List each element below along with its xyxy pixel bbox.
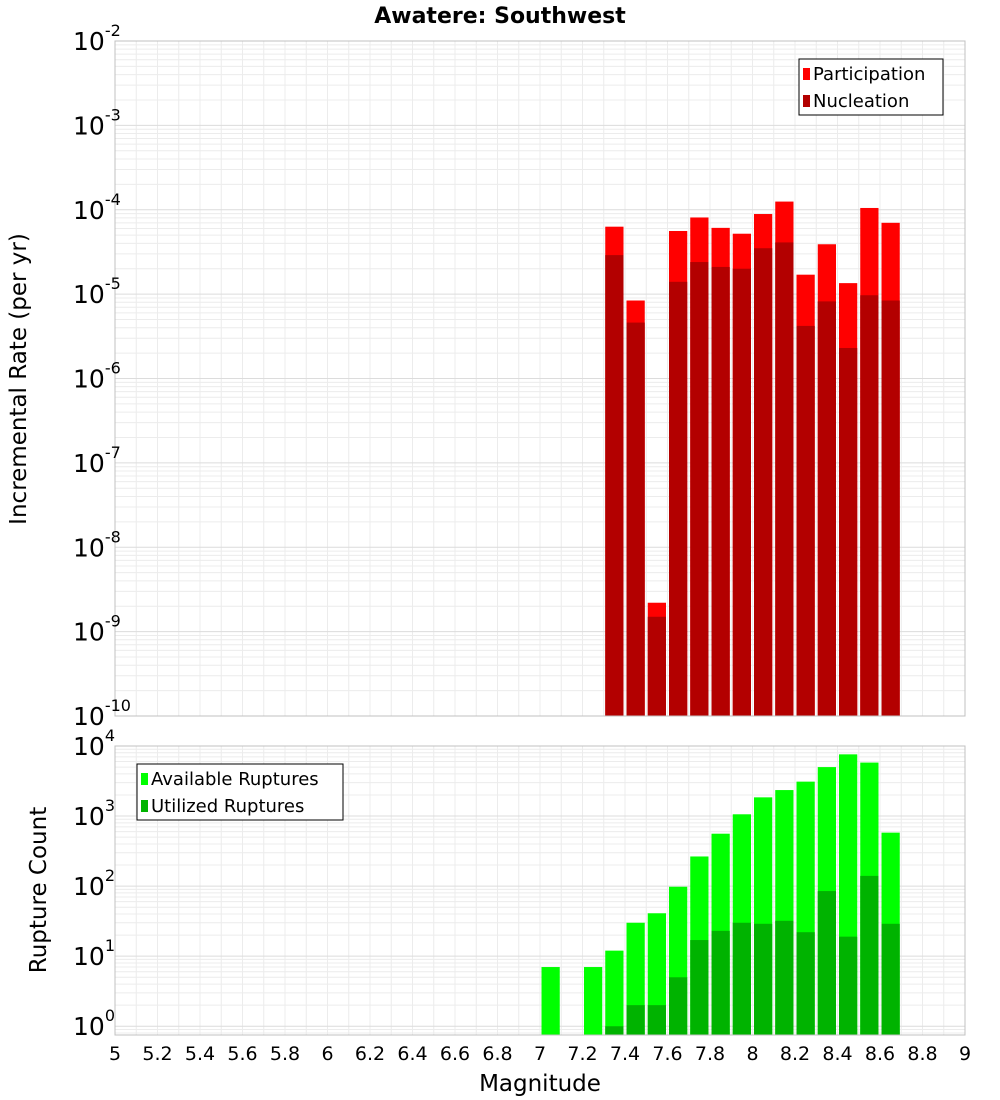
bar-nucleation [647,616,666,716]
x-tick-label: 6.2 [355,1043,385,1065]
bar-available-ruptures [584,967,603,1035]
bar-nucleation [839,347,858,716]
x-tick-label: 8.2 [780,1043,810,1065]
top-y-tick-label: 10-6 [73,359,121,394]
top-grid [114,40,966,717]
bar-available-ruptures [605,950,624,1035]
legend-label-participation: Participation [813,64,925,85]
bar-nucleation [817,301,836,716]
bar-utilized-ruptures [690,940,709,1035]
bottom-y-tick-label: 104 [73,726,115,761]
legend-label-nucleation: Nucleation [813,91,909,112]
bar-nucleation [860,295,879,716]
x-tick-label: 8.6 [865,1043,895,1065]
x-tick-label: 7.6 [652,1043,682,1065]
bar-utilized-ruptures [839,936,858,1035]
bottom-y-tick-label: 101 [73,936,115,971]
top-legend-box [798,58,944,116]
bottom-y-axis-label: Rupture Count [26,807,52,973]
bar-nucleation [775,242,794,716]
bar-available-ruptures [647,913,666,1035]
x-tick-label: 6 [321,1043,333,1065]
bar-utilized-ruptures [626,1005,645,1035]
legend-swatch-available-ruptures [141,773,148,785]
x-tick-label: 8.8 [907,1043,937,1065]
legend-swatch-nucleation [803,95,810,107]
x-axis-label: Magnitude [479,1071,601,1097]
legend-swatch-participation [803,68,810,80]
top-plot-frame [114,40,966,717]
top-y-tick-label: 10-5 [73,274,121,309]
top-y-tick-label: 10-9 [73,612,121,647]
bar-available-ruptures [541,967,560,1035]
top-legend: Participation Nucleation [798,58,944,116]
bar-utilized-ruptures [732,922,751,1035]
bar-nucleation [796,325,815,716]
bottom-grid [114,745,966,1035]
top-y-tick-label: 10-2 [73,21,121,56]
bottom-plot-frame [114,745,966,1036]
top-y-tick-label: 10-3 [73,105,121,140]
x-tick-label: 6.4 [397,1043,427,1065]
bottom-bars [541,754,900,1035]
x-tick-label: 7 [534,1043,546,1065]
x-tick-label: 7.2 [567,1043,597,1065]
x-tick-label: 5 [109,1043,121,1065]
top-y-tick-label: 10-10 [73,696,131,731]
bar-nucleation [711,266,730,716]
x-tick-label: 5.8 [270,1043,300,1065]
bottom-legend: Available Ruptures Utilized Ruptures [136,763,344,821]
bar-utilized-ruptures [775,920,794,1035]
x-tick-label: 8 [746,1043,758,1065]
bar-nucleation [754,248,773,717]
bar-utilized-ruptures [817,891,836,1035]
bar-nucleation [669,281,688,716]
legend-label-available-ruptures: Available Ruptures [151,769,319,790]
bottom-y-tick-label: 100 [73,1006,115,1041]
bar-nucleation [881,300,900,716]
x-tick-label: 5.6 [227,1043,257,1065]
bar-utilized-ruptures [647,1005,666,1035]
top-y-tick-label: 10-8 [73,527,121,562]
bar-utilized-ruptures [711,930,730,1035]
legend-label-utilized-ruptures: Utilized Ruptures [151,796,304,817]
x-tick-label: 6.6 [440,1043,470,1065]
chart-title: Awatere: Southwest [374,4,626,29]
top-y-axis-label: Incremental Rate (per yr) [6,233,32,525]
bar-utilized-ruptures [881,923,900,1035]
x-tick-label: 7.8 [695,1043,725,1065]
x-tick-label: 5.2 [142,1043,172,1065]
bar-nucleation [732,268,751,716]
legend-swatch-utilized-ruptures [141,800,148,812]
bar-utilized-ruptures [669,977,688,1035]
bar-utilized-ruptures [605,1026,624,1035]
x-tick-label: 8.4 [822,1043,852,1065]
bar-nucleation [605,255,624,716]
x-tick-label: 7.4 [610,1043,640,1065]
x-tick-label: 9 [959,1043,971,1065]
top-y-tick-label: 10-7 [73,443,121,478]
bar-utilized-ruptures [754,923,773,1035]
x-tick-label: 6.8 [482,1043,512,1065]
bar-utilized-ruptures [860,875,879,1035]
top-y-tick-label: 10-4 [73,190,121,225]
bottom-legend-box [136,763,344,821]
x-tick-label: 5.4 [185,1043,215,1065]
bottom-y-tick-label: 103 [73,796,115,831]
bar-nucleation [690,262,709,716]
top-bars [605,201,900,717]
bottom-y-tick-label: 102 [73,866,115,901]
bar-utilized-ruptures [796,932,815,1035]
bar-nucleation [626,322,645,716]
